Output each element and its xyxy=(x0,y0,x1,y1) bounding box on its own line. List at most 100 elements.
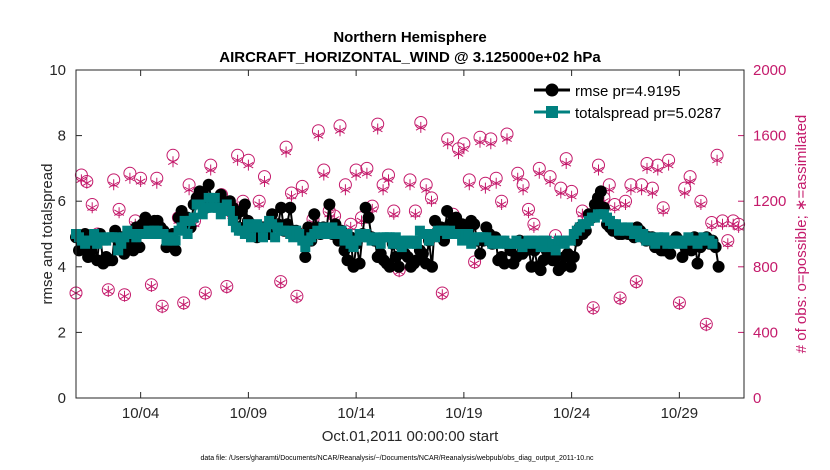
totalspread-point xyxy=(611,219,621,230)
obs-assimilated-marker xyxy=(717,218,728,230)
obs-assimilated-marker xyxy=(625,184,636,196)
obs-assimilated-marker xyxy=(695,199,706,210)
obs-assimilated-marker xyxy=(652,164,663,176)
obs-assimilated-marker xyxy=(135,176,146,187)
obs-assimilated-marker xyxy=(388,208,399,220)
totalspread-point xyxy=(550,245,561,256)
totalspread-point xyxy=(294,229,305,239)
obs-assimilated-marker xyxy=(146,281,157,292)
y-tick-label: 2 xyxy=(58,324,66,341)
obs-assimilated-marker xyxy=(722,238,733,250)
obs-assimilated-marker xyxy=(404,179,416,191)
obs-assimilated-marker xyxy=(485,138,496,150)
totalspread-point xyxy=(92,238,103,249)
obs-assimilated-marker xyxy=(701,320,712,332)
legend-rmse-marker xyxy=(545,83,559,97)
obs-assimilated-marker xyxy=(232,154,243,166)
totalspread-point xyxy=(638,229,649,239)
totalspread-point xyxy=(532,235,543,246)
obs-assimilated-marker xyxy=(442,138,453,150)
totalspread-point xyxy=(89,229,100,239)
obs-assimilated-marker xyxy=(518,184,529,196)
x-tick-label: 10/24 xyxy=(553,405,591,422)
obs-assimilated-marker xyxy=(512,172,523,184)
rmse-point xyxy=(534,264,547,277)
rmse-point xyxy=(308,208,321,221)
totalspread-point xyxy=(188,212,199,223)
obs-assimilated-marker xyxy=(421,184,432,196)
obs-assimilated-marker xyxy=(151,177,162,189)
obs-assimilated-marker xyxy=(674,299,685,310)
rmse-point xyxy=(441,205,454,217)
x-tick-label: 10/29 xyxy=(661,405,699,422)
obs-assimilated-marker xyxy=(351,169,362,181)
totalspread-point xyxy=(390,232,401,243)
obs-assimilated-marker xyxy=(259,176,270,187)
rmse-point xyxy=(474,247,487,260)
x-tick-label: 10/19 xyxy=(445,405,483,422)
obs-assimilated-marker xyxy=(706,220,717,232)
obs-assimilated-marker xyxy=(205,164,216,176)
data-file-footer: data file: /Users/gharamti/Documents/NCA… xyxy=(200,455,594,462)
rmse-point xyxy=(169,244,182,257)
left-axis-ticks: 0 2 4 6 8 10 xyxy=(49,62,82,407)
obs-assimilated-marker xyxy=(609,202,620,214)
obs-assimilated-marker xyxy=(545,176,556,187)
rmse-point xyxy=(676,251,689,263)
totalspread-point xyxy=(535,242,546,253)
totalspread-point xyxy=(203,192,214,203)
obs-assimilated-marker xyxy=(464,179,475,191)
totalspread-point xyxy=(158,229,169,239)
totalspread-point xyxy=(396,242,407,253)
rmse-point xyxy=(359,201,372,214)
obs-assimilated-marker xyxy=(184,184,195,196)
totalspread-point xyxy=(113,245,124,256)
totalspread-point xyxy=(632,225,643,236)
rmse-point xyxy=(238,198,251,211)
obs-assimilated-marker xyxy=(480,182,491,194)
obs-assimilated-marker xyxy=(383,174,394,186)
obs-assimilated-marker xyxy=(361,167,372,179)
obs-assimilated-marker xyxy=(334,125,345,137)
obs-assimilated-marker xyxy=(415,121,426,133)
obs-assimilated-marker xyxy=(593,164,604,176)
chart-title: Northern Hemisphere xyxy=(333,29,486,46)
rmse-point xyxy=(555,260,568,273)
totalspread-point xyxy=(243,219,253,230)
legend-box xyxy=(528,76,736,122)
totalspread-point xyxy=(650,238,661,249)
totalspread-point xyxy=(375,238,386,249)
totalspread-point xyxy=(179,215,190,226)
chart-subtitle: AIRCRAFT_HORIZONTAL_WIND @ 3.125000e+02 … xyxy=(219,49,601,66)
rmse-point xyxy=(362,211,375,224)
rmse-point xyxy=(389,251,402,263)
totalspread-point xyxy=(541,235,552,246)
rmse-point xyxy=(353,257,366,270)
totalspread-point xyxy=(339,235,350,246)
totalspread-point xyxy=(246,232,256,243)
obs-assimilated-marker xyxy=(458,143,469,155)
totalspread-point xyxy=(116,238,127,249)
obs-assimilated-marker xyxy=(167,156,178,168)
rmse-point xyxy=(498,257,511,270)
totalspread-point xyxy=(86,235,97,246)
totalspread-point xyxy=(457,235,468,246)
y2-tick-label: 1600 xyxy=(753,128,786,145)
totalspread-point xyxy=(221,199,232,210)
totalspread-point xyxy=(351,235,362,246)
obs-assimilated-marker xyxy=(200,289,211,301)
totalspread-point xyxy=(194,199,205,210)
totalspread-point xyxy=(119,232,130,243)
obs-assimilated-marker xyxy=(81,177,92,189)
obs-assimilated-marker xyxy=(275,277,286,289)
obs-assimilated-marker xyxy=(496,199,507,210)
obs-assimilated-marker xyxy=(555,187,566,199)
obs-assimilated-marker xyxy=(103,285,114,297)
rmse-point xyxy=(564,260,577,273)
totalspread-point xyxy=(424,235,434,246)
x-tick-label: 10/09 xyxy=(230,405,268,422)
rmse-point xyxy=(323,198,336,211)
obs-assimilated-marker xyxy=(663,159,674,171)
totalspread-point xyxy=(430,232,440,243)
rmse-point xyxy=(299,251,312,263)
